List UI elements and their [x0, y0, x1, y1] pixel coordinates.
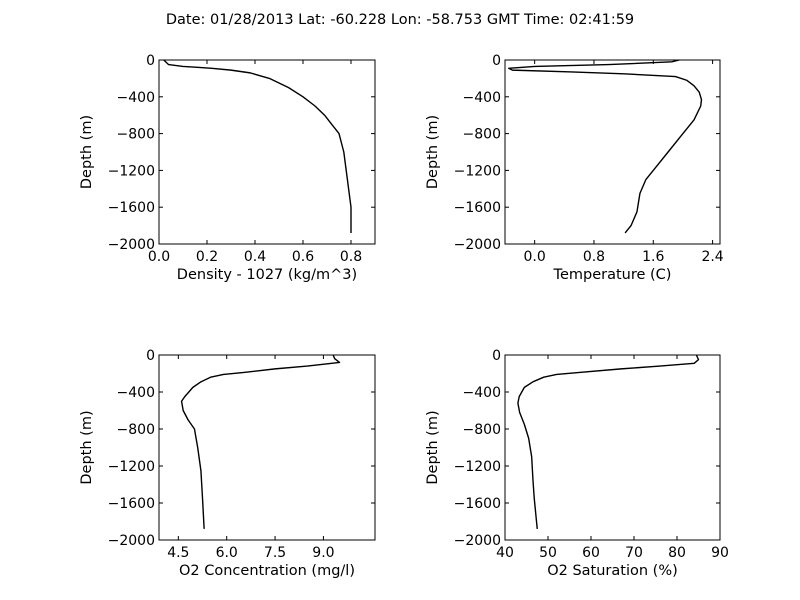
chart-density-series-line — [163, 59, 352, 233]
chart-o2-saturation-ytick-label: −1200 — [454, 459, 501, 475]
chart-o2-concentration-ylabel: Depth (m) — [79, 410, 95, 484]
chart-temperature-ytick-label: −800 — [463, 127, 501, 143]
chart-temperature-ytick-label: −2000 — [454, 237, 501, 253]
chart-o2-concentration-panel: 4.5 6.0 7.5 9.0 0 −400 −800 −1200 −1600 −2000 O2 C… — [79, 348, 376, 579]
chart-o2-concentration-frame — [158, 354, 376, 541]
chart-o2-concentration-xlabel: O2 Concentration (mg/l) — [179, 563, 355, 579]
chart-temperature-xlabel: Temperature (C) — [553, 267, 672, 283]
chart-o2-saturation-xtick-label: 70 — [625, 545, 643, 561]
chart-o2-concentration-ytick-label: −1200 — [108, 459, 155, 475]
chart-o2-saturation-ytick-label: 0 — [492, 348, 501, 364]
chart-o2-saturation-frame — [504, 354, 721, 541]
chart-density-xtick-label: 0.0 — [148, 249, 170, 265]
chart-density-ytick-label: 0 — [146, 53, 155, 69]
chart-o2-concentration-ytick-label: −1600 — [108, 496, 155, 512]
chart-temperature-xtick-label: 1.6 — [642, 249, 664, 265]
chart-o2-concentration-xtick-label: 9.0 — [312, 545, 334, 561]
chart-o2-saturation-xtick-label: 50 — [539, 545, 557, 561]
chart-temperature-xtick-label: 0.0 — [524, 249, 546, 265]
chart-o2-saturation-xtick-label: 60 — [582, 545, 600, 561]
chart-o2-saturation-ylabel: Depth (m) — [425, 410, 441, 484]
chart-temperature-xtick-label: 2.4 — [701, 249, 723, 265]
chart-grid: 0.0 0.2 0.4 0.6 0.8 0 −400 −800 −1200 −1600 −2000 D… — [79, 53, 729, 579]
chart-density-panel: 0.0 0.2 0.4 0.6 0.8 0 −400 −800 −1200 −1600 −2000 D… — [79, 53, 376, 283]
chart-density-ytick-label: −1600 — [108, 200, 155, 216]
chart-o2-saturation-panel: 40 50 60 70 80 90 0 −400 −800 −1200 −1600 −2000 O2 S… — [425, 348, 729, 579]
chart-temperature-frame — [504, 59, 721, 245]
chart-o2-concentration-ytick-label: −2000 — [108, 533, 155, 549]
chart-temperature-series-line — [508, 59, 703, 234]
chart-o2-saturation-series-line — [517, 354, 700, 529]
chart-density-ytick-label: −800 — [117, 127, 155, 143]
chart-density-ytick-label: −2000 — [108, 237, 155, 253]
chart-temperature-ytick-label: −400 — [463, 90, 501, 106]
chart-o2-concentration-xtick-label: 7.5 — [264, 545, 286, 561]
chart-o2-saturation-xlabel: O2 Saturation (%) — [547, 563, 678, 579]
chart-o2-concentration-xtick-label: 6.0 — [216, 545, 238, 561]
figure-title: Date: 01/28/2013 Lat: -60.228 Lon: -58.7… — [166, 12, 634, 28]
chart-temperature-ylabel: Depth (m) — [425, 115, 441, 189]
chart-temperature-ytick-label: 0 — [492, 53, 501, 69]
chart-density-xtick-label: 0.4 — [244, 249, 266, 265]
chart-o2-concentration-ytick-label: −800 — [117, 422, 155, 438]
chart-density-xtick-label: 0.6 — [292, 249, 314, 265]
chart-o2-concentration-xtick-label: 4.5 — [167, 545, 189, 561]
chart-o2-saturation-ytick-label: −2000 — [454, 533, 501, 549]
chart-temperature-ytick-label: −1200 — [454, 163, 501, 179]
chart-temperature-xtick-label: 0.8 — [583, 249, 605, 265]
chart-density-ylabel: Depth (m) — [79, 115, 95, 189]
chart-o2-saturation-xtick-label: 90 — [711, 545, 729, 561]
chart-o2-saturation-xtick-label: 40 — [496, 545, 514, 561]
chart-temperature-ytick-label: −1600 — [454, 200, 501, 216]
chart-o2-saturation-ytick-label: −400 — [463, 385, 501, 401]
chart-o2-saturation-xtick-label: 80 — [668, 545, 686, 561]
chart-temperature-panel: 0.0 0.8 1.6 2.4 0 −400 −800 −1200 −1600 −2000 Temp… — [425, 53, 724, 283]
chart-density-xtick-label: 0.8 — [340, 249, 362, 265]
chart-density-xtick-label: 0.2 — [196, 249, 218, 265]
chart-o2-concentration-ytick-label: 0 — [146, 348, 155, 364]
chart-density-ytick-label: −1200 — [108, 163, 155, 179]
chart-o2-saturation-ytick-label: −800 — [463, 422, 501, 438]
chart-o2-concentration-ytick-label: −400 — [117, 385, 155, 401]
chart-density-ytick-label: −400 — [117, 90, 155, 106]
chart-density-frame — [158, 59, 376, 245]
chart-o2-saturation-ytick-label: −1600 — [454, 496, 501, 512]
chart-o2-concentration-series-line — [180, 354, 341, 529]
chart-density-xlabel: Density - 1027 (kg/m^3) — [177, 267, 357, 283]
